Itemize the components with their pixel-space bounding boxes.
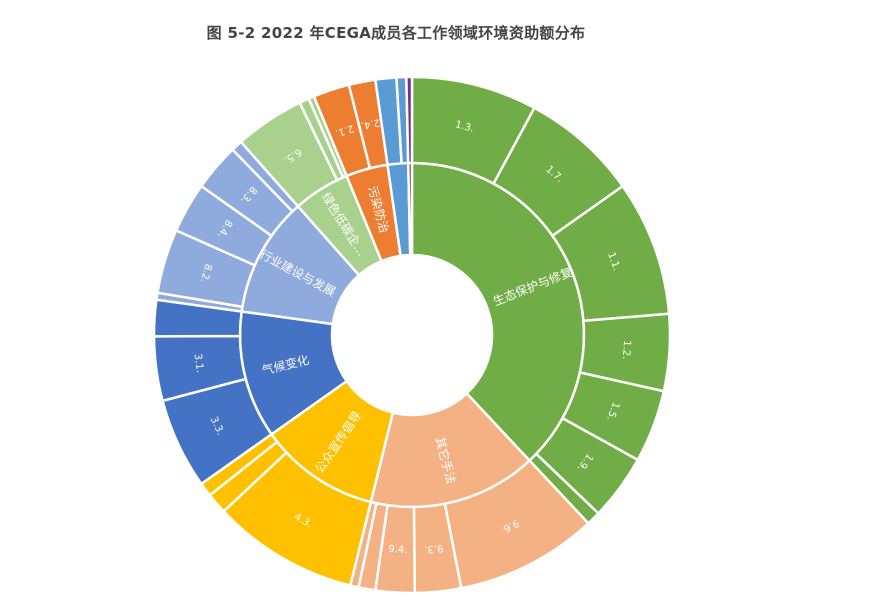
inner-segment-8 [406, 161, 414, 257]
outer-label-1-3: 1.3. [454, 119, 475, 134]
outer-label-9-4: 9.4. [388, 544, 408, 556]
outer-label-9-3: 9.3. [424, 542, 444, 555]
chart-title: 图 5-2 2022 年CEGA成员各工作领域环境资助额分布 [206, 24, 586, 42]
outer-label-8-2: 8.2. [198, 262, 214, 283]
outer-label-3-1: 3.1. [192, 353, 205, 373]
outer-segment-8-0 [405, 75, 414, 165]
outer-label-2-4: 2.4. [360, 116, 381, 130]
outer-label-1-2: 1.2. [620, 340, 632, 360]
